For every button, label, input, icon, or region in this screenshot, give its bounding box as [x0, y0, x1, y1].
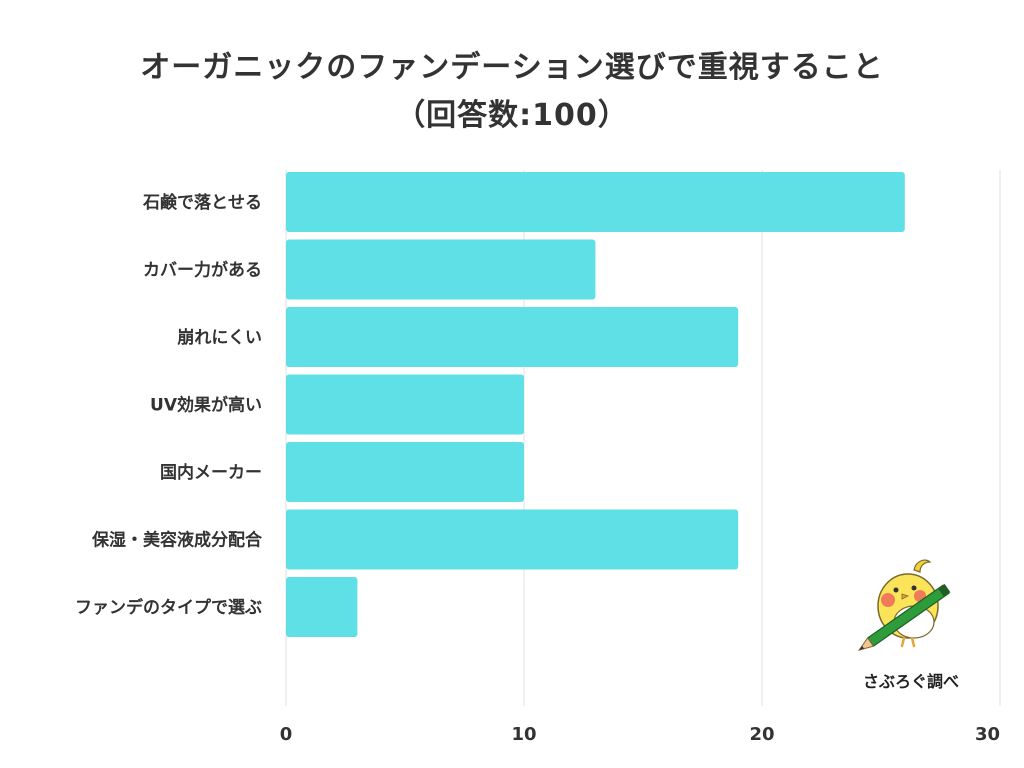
credit-label: さぶろぐ調べ: [862, 672, 959, 691]
bar: [286, 239, 596, 300]
x-tick-label: 20: [749, 724, 774, 745]
category-label: ファンデのタイプで選ぶ: [75, 597, 262, 618]
chart-title-line-2: （回答数:100）: [395, 98, 629, 133]
bar: [286, 442, 524, 502]
x-tick-label: 30: [975, 724, 1000, 745]
x-tick-labels: 0 10 20 30: [280, 724, 1000, 745]
bar: [286, 374, 524, 435]
bar: [286, 577, 358, 637]
x-tick-label: 0: [280, 724, 293, 745]
category-label: カバー力がある: [143, 260, 262, 281]
category-label: 保湿・美容液成分配合: [91, 530, 263, 551]
bar: [286, 172, 905, 232]
category-label: 崩れにくい: [177, 327, 262, 348]
category-label: UV効果が高い: [150, 395, 262, 416]
x-tick-label: 10: [511, 724, 536, 745]
category-label: 国内メーカー: [160, 462, 262, 483]
bar: [286, 509, 739, 570]
chart-title-line-1: オーガニックのファンデーション選びで重視すること: [140, 50, 884, 85]
bar: [286, 307, 739, 367]
bars: [286, 172, 905, 637]
bird-with-pencil-icon: [857, 559, 951, 651]
category-label: 石鹸で落とせる: [142, 192, 262, 213]
